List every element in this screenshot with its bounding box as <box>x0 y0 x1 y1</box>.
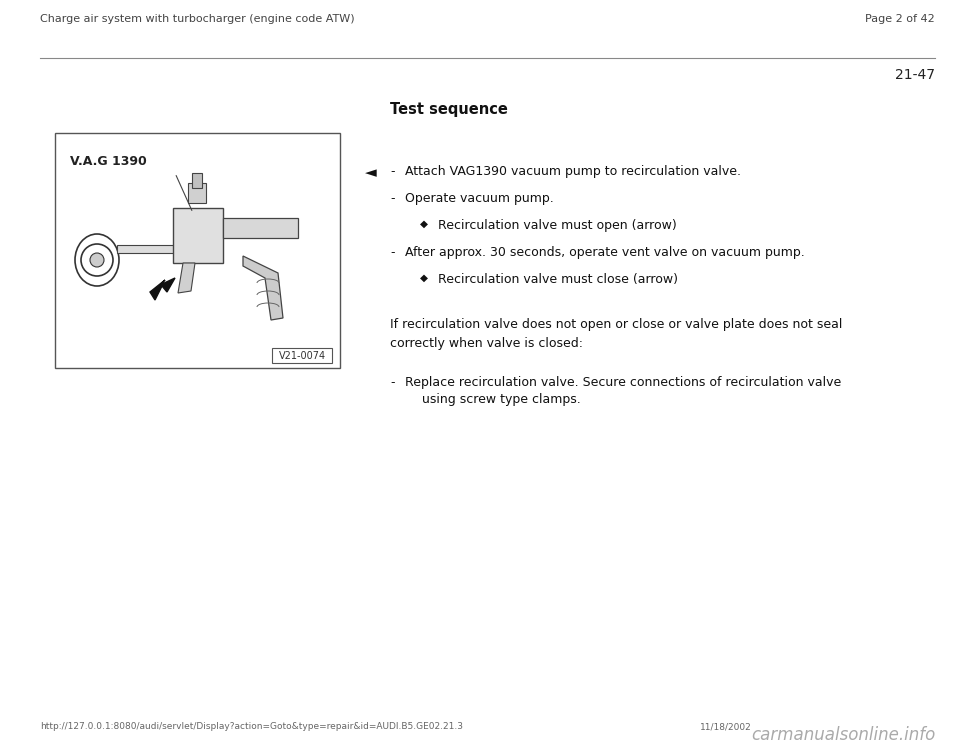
Text: using screw type clamps.: using screw type clamps. <box>422 393 581 406</box>
Text: http://127.0.0.1:8080/audi/servlet/Display?action=Goto&type=repair&id=AUDI.B5.GE: http://127.0.0.1:8080/audi/servlet/Displ… <box>40 722 463 731</box>
Bar <box>192 173 202 188</box>
Polygon shape <box>150 278 175 300</box>
Bar <box>272 348 332 363</box>
Circle shape <box>81 244 113 276</box>
Bar <box>117 245 177 253</box>
Text: Page 2 of 42: Page 2 of 42 <box>865 14 935 24</box>
Text: 11/18/2002: 11/18/2002 <box>700 722 752 731</box>
Text: V.A.G 1390: V.A.G 1390 <box>70 155 147 168</box>
Bar <box>223 218 298 238</box>
Text: Charge air system with turbocharger (engine code ATW): Charge air system with turbocharger (eng… <box>40 14 354 24</box>
Polygon shape <box>243 256 283 320</box>
Text: Recirculation valve must close (arrow): Recirculation valve must close (arrow) <box>438 273 678 286</box>
Bar <box>55 133 340 368</box>
Text: After approx. 30 seconds, operate vent valve on vacuum pump.: After approx. 30 seconds, operate vent v… <box>405 246 804 259</box>
Text: -: - <box>390 192 395 205</box>
Circle shape <box>90 253 104 267</box>
Text: If recirculation valve does not open or close or valve plate does not seal
corre: If recirculation valve does not open or … <box>390 318 842 350</box>
Text: -: - <box>390 246 395 259</box>
Text: V21-0074: V21-0074 <box>278 351 325 361</box>
Bar <box>188 183 206 203</box>
Text: ◆: ◆ <box>420 219 428 229</box>
Text: ◆: ◆ <box>420 273 428 283</box>
Text: Replace recirculation valve. Secure connections of recirculation valve: Replace recirculation valve. Secure conn… <box>405 376 841 389</box>
Text: Operate vacuum pump.: Operate vacuum pump. <box>405 192 554 205</box>
Bar <box>173 208 223 263</box>
Text: ◄: ◄ <box>365 165 376 180</box>
Polygon shape <box>178 263 195 293</box>
Text: Test sequence: Test sequence <box>390 102 508 117</box>
Text: carmanualsonline.info: carmanualsonline.info <box>751 726 935 742</box>
Text: Attach VAG1390 vacuum pump to recirculation valve.: Attach VAG1390 vacuum pump to recirculat… <box>405 165 741 178</box>
Text: 21-47: 21-47 <box>895 68 935 82</box>
Text: Recirculation valve must open (arrow): Recirculation valve must open (arrow) <box>438 219 677 232</box>
Text: -: - <box>390 376 395 389</box>
Text: -: - <box>390 165 395 178</box>
